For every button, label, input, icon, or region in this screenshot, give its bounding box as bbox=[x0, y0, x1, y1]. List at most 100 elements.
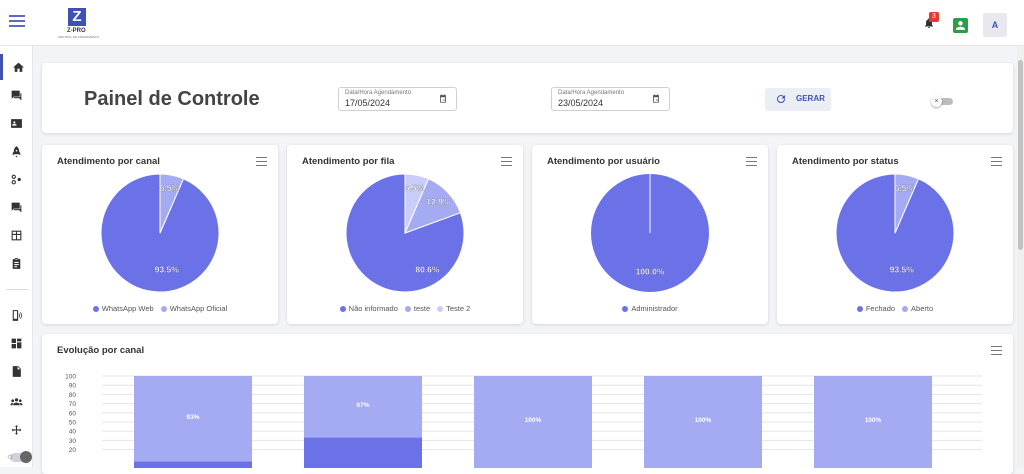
y-tick-label: 40 bbox=[69, 429, 77, 436]
clipboard-icon bbox=[12, 257, 21, 269]
chat-icon bbox=[11, 90, 22, 100]
bar-segment-dark[interactable] bbox=[304, 437, 422, 468]
sun-icon: ☼ bbox=[6, 451, 15, 461]
sidebar-item-flows[interactable] bbox=[0, 166, 33, 192]
y-tick-label: 50 bbox=[69, 420, 77, 427]
card-title: Evolução por canal bbox=[57, 345, 145, 356]
person-icon bbox=[956, 21, 965, 30]
sidebar-item-home[interactable] bbox=[0, 54, 33, 80]
bar-chart[interactable]: 100 90 80 70 60 50 40 30 20 93% 67% 100% 100% 100% bbox=[42, 364, 1013, 474]
legend-item[interactable]: WhatsApp Web bbox=[92, 304, 154, 313]
sidebar-item-kanban[interactable] bbox=[0, 222, 33, 248]
pie-slice[interactable] bbox=[159, 173, 185, 234]
legend-item[interactable]: Administrador bbox=[622, 304, 678, 313]
pie-slice-label: 93.5% bbox=[890, 265, 915, 275]
chart-legend: Fechado Aberto bbox=[777, 304, 1013, 313]
legend-item[interactable]: Fechado bbox=[856, 304, 895, 313]
contact-card-icon bbox=[11, 118, 22, 128]
evolution-card: Evolução por canal 100 90 80 70 60 50 40 30 20 93… bbox=[42, 334, 1013, 474]
end-date-label: Data/Hora Agendamento bbox=[558, 90, 625, 96]
y-tick-label: 60 bbox=[69, 410, 77, 417]
settings-toggle[interactable]: × bbox=[931, 96, 953, 107]
start-date-field[interactable]: Data/Hora Agendamento 17/05/2024 bbox=[338, 87, 457, 111]
bar-segment-light[interactable] bbox=[474, 376, 592, 468]
bar-value-label: 67% bbox=[356, 402, 369, 409]
phone-signal-icon bbox=[12, 309, 22, 321]
dashboard-header-card: Painel de Controle Data/Hora Agendamento… bbox=[42, 63, 1013, 133]
legend-marker bbox=[902, 305, 909, 312]
sidebar-item-dashboard[interactable] bbox=[0, 330, 33, 356]
sidebar-item-contacts[interactable] bbox=[0, 110, 33, 136]
pie-chart[interactable]: 80.6% 12.9%6.5% bbox=[344, 172, 466, 294]
chart-legend: Não informado teste Teste 2 bbox=[287, 304, 523, 313]
hamburger-menu-icon[interactable] bbox=[256, 157, 267, 166]
end-date-value: 23/05/2024 bbox=[558, 98, 604, 108]
theme-toggle[interactable]: ☼ bbox=[6, 451, 32, 463]
bar-segment-light[interactable] bbox=[644, 376, 762, 468]
pie-card-channel: Atendimento por canal 93.5% 6.5% WhatsApp… bbox=[42, 145, 278, 324]
legend-label: Teste 2 bbox=[446, 304, 471, 313]
pie-card-status: Atendimento por status 93.5% 6.5% Fechado… bbox=[777, 145, 1013, 324]
hamburger-menu-icon[interactable] bbox=[991, 346, 1002, 355]
chart-legend: Administrador bbox=[532, 304, 768, 313]
sidebar-item-messages[interactable] bbox=[0, 194, 33, 220]
company-logo[interactable]: Z Z-PRO CENTRAL DE ATENDIMENTO bbox=[58, 8, 102, 40]
legend-item[interactable]: teste bbox=[404, 304, 430, 313]
user-status-button[interactable] bbox=[953, 18, 968, 33]
legend-marker bbox=[339, 305, 346, 312]
y-tick-label: 90 bbox=[69, 383, 77, 390]
pie-slice[interactable] bbox=[894, 173, 920, 234]
sidebar bbox=[0, 46, 33, 467]
pie-slice[interactable] bbox=[404, 173, 430, 234]
legend-item[interactable]: WhatsApp Oficial bbox=[160, 304, 227, 313]
home-icon bbox=[12, 62, 24, 72]
legend-marker bbox=[160, 305, 167, 312]
legend-label: Aberto bbox=[911, 304, 934, 313]
legend-item[interactable]: Teste 2 bbox=[437, 304, 470, 313]
close-icon: × bbox=[931, 96, 942, 107]
chart-legend: WhatsApp Web WhatsApp Oficial bbox=[42, 304, 278, 313]
bar-segment-light[interactable] bbox=[134, 376, 252, 468]
end-date-field[interactable]: Data/Hora Agendamento 23/05/2024 bbox=[551, 87, 670, 111]
card-title: Atendimento por fila bbox=[302, 156, 395, 167]
grid-icon bbox=[11, 338, 22, 348]
y-tick-label: 80 bbox=[69, 392, 77, 399]
report-icon bbox=[12, 365, 21, 377]
hamburger-menu-icon[interactable] bbox=[746, 157, 757, 166]
generate-button-label: GERAR bbox=[796, 94, 825, 103]
hamburger-menu-icon[interactable] bbox=[991, 157, 1002, 166]
sidebar-item-users[interactable] bbox=[0, 388, 33, 414]
settings-toggle-track bbox=[933, 98, 953, 105]
sidebar-item-campaigns[interactable] bbox=[0, 138, 33, 164]
sidebar-item-channels[interactable] bbox=[0, 302, 33, 328]
page-scrollbar[interactable] bbox=[1017, 46, 1024, 467]
legend-item[interactable]: Não informado bbox=[339, 304, 398, 313]
pie-slice-label: 80.6% bbox=[415, 265, 440, 275]
pie-slice[interactable] bbox=[835, 173, 955, 293]
sidebar-item-tasks[interactable] bbox=[0, 250, 33, 276]
generate-button[interactable]: GERAR bbox=[765, 88, 831, 111]
sidebar-item-chats[interactable] bbox=[0, 82, 33, 108]
card-title: Atendimento por status bbox=[792, 156, 899, 167]
calendar-icon[interactable] bbox=[651, 93, 661, 104]
pie-chart[interactable]: 93.5% 6.5% bbox=[834, 172, 956, 294]
calendar-icon[interactable] bbox=[438, 93, 448, 104]
scrollbar-thumb[interactable] bbox=[1018, 60, 1023, 250]
legend-item[interactable]: Aberto bbox=[902, 304, 933, 313]
card-title: Atendimento por canal bbox=[57, 156, 160, 167]
pie-chart[interactable]: 100.0% bbox=[589, 172, 711, 294]
legend-label: Não informado bbox=[348, 304, 398, 313]
bar-segment-light[interactable] bbox=[814, 376, 932, 468]
user-avatar[interactable]: A bbox=[983, 13, 1007, 37]
y-tick-label: 20 bbox=[69, 447, 77, 454]
legend-marker bbox=[856, 305, 863, 312]
logo-subtext: CENTRAL DE ATENDIMENTO bbox=[58, 35, 100, 39]
pie-chart[interactable]: 93.5% 6.5% bbox=[99, 172, 221, 294]
menu-toggle-button[interactable] bbox=[9, 15, 25, 29]
hamburger-menu-icon[interactable] bbox=[501, 157, 512, 166]
pie-slice[interactable] bbox=[100, 173, 220, 293]
sidebar-item-reports[interactable] bbox=[0, 358, 33, 384]
legend-marker bbox=[622, 305, 629, 312]
sidebar-item-integrations[interactable] bbox=[0, 417, 33, 443]
bar-segment-dark[interactable] bbox=[134, 461, 252, 468]
